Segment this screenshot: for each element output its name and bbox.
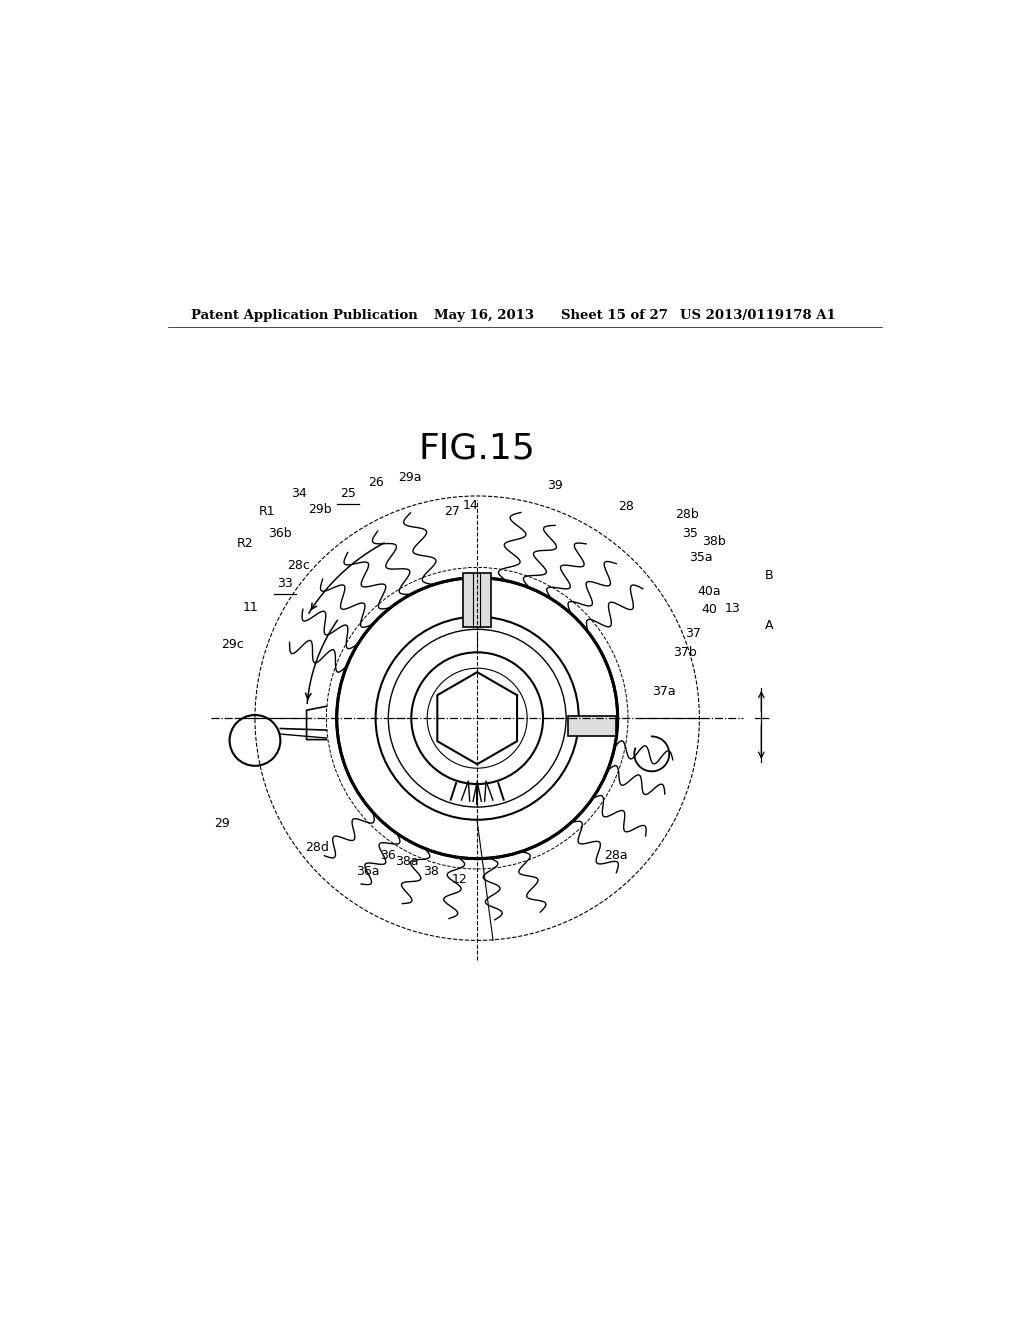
Text: Sheet 15 of 27: Sheet 15 of 27 [560, 309, 668, 322]
Text: 35a: 35a [689, 550, 713, 564]
Text: 37b: 37b [673, 645, 697, 659]
Text: 37a: 37a [652, 685, 676, 698]
Text: 40: 40 [701, 603, 717, 616]
Text: 38: 38 [423, 865, 439, 878]
Text: 29a: 29a [398, 471, 422, 484]
Text: 34: 34 [291, 487, 306, 500]
Text: 36: 36 [381, 849, 396, 862]
Text: 37: 37 [685, 627, 701, 640]
Text: 28c: 28c [287, 558, 310, 572]
Text: FIG.15: FIG.15 [419, 432, 536, 466]
Text: 38a: 38a [395, 854, 419, 867]
Text: 28a: 28a [604, 849, 628, 862]
Text: 27: 27 [443, 506, 460, 519]
Text: May 16, 2013: May 16, 2013 [433, 309, 534, 322]
Text: 11: 11 [243, 601, 259, 614]
Text: A: A [765, 619, 773, 632]
Text: US 2013/0119178 A1: US 2013/0119178 A1 [680, 309, 836, 322]
Text: Patent Application Publication: Patent Application Publication [191, 309, 418, 322]
Text: 28: 28 [618, 500, 634, 512]
Text: B: B [765, 569, 773, 582]
Text: 14: 14 [463, 499, 478, 512]
Bar [568, 715, 616, 735]
Text: 29b: 29b [308, 503, 332, 516]
Text: 35: 35 [682, 527, 697, 540]
Text: 36a: 36a [356, 865, 380, 878]
Text: 39: 39 [547, 479, 563, 492]
Text: 28d: 28d [305, 841, 329, 854]
Text: 29c: 29c [221, 638, 244, 651]
Bar [463, 573, 492, 627]
Text: 25: 25 [340, 487, 355, 500]
Text: 13: 13 [725, 602, 740, 615]
Text: 40a: 40a [697, 585, 721, 598]
Text: 36b: 36b [268, 527, 292, 540]
Text: R1: R1 [259, 506, 275, 519]
Text: 26: 26 [368, 477, 383, 488]
Text: 29: 29 [214, 817, 229, 830]
Text: R2: R2 [238, 537, 254, 550]
Text: 38b: 38b [701, 535, 726, 548]
Text: 28b: 28b [676, 508, 699, 520]
Text: 12: 12 [452, 873, 468, 886]
Text: 33: 33 [278, 577, 293, 590]
Circle shape [412, 652, 543, 784]
